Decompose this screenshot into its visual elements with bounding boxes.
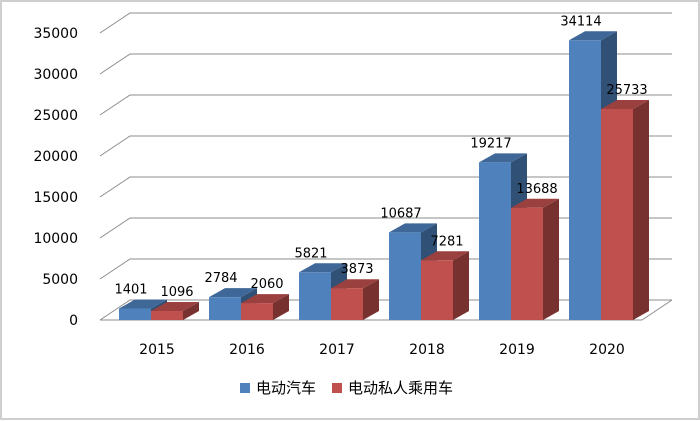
bar-front (601, 108, 633, 320)
bar-front (331, 288, 363, 320)
bar-top (209, 288, 257, 298)
bar-top (511, 198, 559, 208)
bar-top (299, 263, 347, 273)
x-axis-ticks: 2015 2016 2017 2018 2019 2020 (139, 342, 625, 358)
bar-side (273, 294, 289, 320)
y-axis-ticks: 0 5000 10000 15000 20000 25000 30000 35000 (33, 26, 78, 329)
bar-top (389, 223, 437, 233)
bar-front (241, 303, 273, 320)
bar-2018-private-ev (421, 251, 469, 320)
bar-top (151, 302, 199, 312)
data-label: 25733 (606, 83, 647, 98)
bar-top (569, 31, 617, 41)
legend-swatch (240, 383, 250, 393)
gridline (99, 53, 672, 75)
bar-front (479, 162, 511, 320)
data-label: 2060 (250, 277, 283, 292)
data-label: 1096 (160, 285, 193, 300)
bar-side (183, 302, 199, 320)
bar-side (543, 198, 559, 320)
bar-2016-private-ev (241, 294, 289, 320)
bar-top (421, 251, 469, 261)
bar-front (299, 272, 331, 320)
x-tick-label: 2018 (409, 342, 445, 358)
data-label: 1401 (114, 283, 147, 298)
gridline (99, 135, 672, 157)
legend-label: 电动私人乘用车 (348, 379, 453, 397)
bar-2020-private-ev (601, 99, 649, 320)
x-tick-label: 2020 (589, 342, 625, 358)
bar-top (331, 279, 379, 289)
data-label: 34114 (560, 14, 601, 29)
x-tick-label: 2015 (139, 342, 175, 358)
gridline (99, 12, 672, 34)
bar-front (569, 40, 601, 321)
data-label: 19217 (470, 136, 511, 151)
y-tick-label: 20000 (33, 149, 78, 165)
bar-top (479, 153, 527, 163)
bar-front (209, 297, 241, 320)
legend-swatch (332, 383, 342, 393)
y-tick-label: 5000 (42, 272, 78, 288)
x-tick-label: 2019 (499, 342, 535, 358)
data-label: 3873 (340, 262, 373, 277)
y-tick-label: 10000 (33, 231, 78, 247)
y-tick-label: 35000 (33, 26, 78, 42)
x-tick-label: 2016 (229, 342, 265, 358)
bar-front (511, 207, 543, 320)
data-label: 13688 (516, 182, 557, 197)
data-label: 7281 (430, 234, 463, 249)
bar-top (119, 299, 167, 309)
bar-side (363, 279, 379, 320)
bar-front (151, 311, 183, 320)
bar-2015-private-ev (151, 302, 199, 320)
bar-side (633, 99, 649, 320)
legend-label: 电动汽车 (256, 379, 316, 397)
bar-front (389, 232, 421, 320)
gridline (99, 94, 672, 116)
bar-side (453, 251, 469, 320)
legend: 电动汽车 电动私人乘用车 (240, 379, 453, 397)
y-tick-label: 15000 (33, 190, 78, 206)
bar-top (601, 99, 649, 109)
bar-top (241, 294, 289, 304)
bar-front (421, 260, 453, 320)
y-tick-label: 25000 (33, 108, 78, 124)
data-label: 2784 (204, 271, 237, 286)
floor-side-edge (641, 299, 673, 321)
y-tick-label: 30000 (33, 67, 78, 83)
gridlines (99, 12, 673, 321)
y-tick-label: 0 (69, 313, 78, 329)
bars: 1401 1096 2784 2060 5821 3873 10687 7281 19217 13… (114, 14, 649, 321)
bar-2019-private-ev (511, 198, 559, 320)
x-tick-label: 2017 (319, 342, 355, 358)
bar-front (119, 308, 151, 320)
data-label: 10687 (380, 206, 421, 221)
bar-2017-private-ev (331, 279, 379, 320)
data-label: 5821 (294, 246, 327, 261)
